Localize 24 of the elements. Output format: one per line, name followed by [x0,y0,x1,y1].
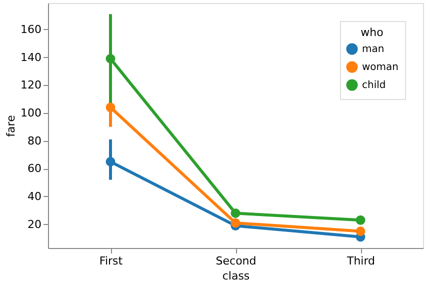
x-axis-title: class [222,270,250,282]
y-tick-label: 60 [28,162,42,176]
legend-title: who [360,26,384,39]
y-tick-label: 140 [20,50,42,64]
legend-label: child [362,80,386,91]
point [230,218,240,228]
point [356,215,366,225]
x-tick-label: Second [216,254,256,268]
x-tick-label: First [99,254,124,268]
y-tick-label: 80 [28,134,42,148]
y-axis-title: fare [4,114,18,137]
point [356,226,366,236]
point [106,54,116,64]
legend-label: man [362,44,384,55]
point [106,102,116,112]
point [230,208,240,218]
y-tick-label: 120 [20,78,42,92]
legend-label: woman [362,62,399,73]
point [106,156,116,166]
x-tick-label: Third [346,254,376,268]
y-tick-label: 20 [28,218,42,231]
y-tick-label: 100 [20,106,42,120]
y-tick-label: 40 [28,190,42,203]
y-tick-label: 160 [20,22,42,36]
